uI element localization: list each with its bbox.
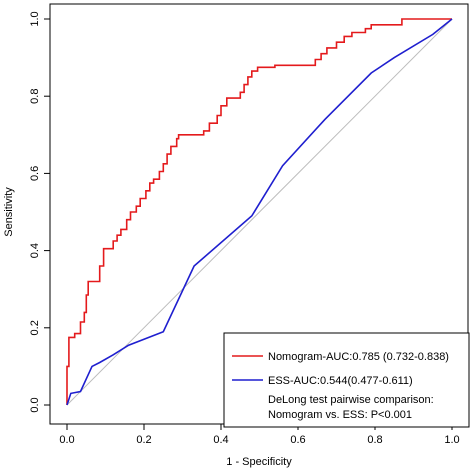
x-tick-label: 0.4	[213, 434, 228, 446]
x-tick-label: 0.2	[136, 434, 151, 446]
reference-diagonal	[66, 18, 453, 406]
y-tick-label: 0.6	[29, 166, 41, 181]
x-tick-label: 0.8	[367, 434, 382, 446]
x-tick-label: 1.0	[444, 434, 459, 446]
y-tick-label: 0.0	[29, 397, 41, 412]
x-tick-label: 0.0	[59, 434, 74, 446]
series-layer	[66, 18, 453, 406]
x-axis-label: 1 - Specificity	[226, 456, 292, 468]
y-tick-label: 1.0	[29, 11, 41, 26]
series-line-ess	[66, 18, 453, 406]
y-tick-label: 0.4	[29, 243, 41, 258]
legend-box	[223, 332, 470, 428]
y-axis: 0.0 0.2 0.4 0.6 0.8 1.0	[29, 11, 50, 413]
legend-label-ess: ESS-AUC:0.544(0.477-0.611)	[268, 375, 413, 387]
y-axis-label: Sensitivity	[3, 187, 15, 237]
legend-label-nomogram: Nomogram-AUC:0.785 (0.732-0.838)	[268, 351, 449, 363]
chance-line	[66, 18, 453, 406]
series-line-nomogram	[66, 18, 452, 405]
x-tick-label: 0.6	[290, 434, 305, 446]
y-tick-label: 0.2	[29, 320, 41, 335]
y-tick-label: 0.8	[29, 89, 41, 104]
legend: Nomogram-AUC:0.785 (0.732-0.838) ESS-AUC…	[223, 332, 470, 428]
legend-note-line-2: Nomogram vs. ESS: P<0.001	[268, 409, 412, 421]
legend-note-line-1: DeLong test pairwise comparison:	[268, 394, 434, 406]
